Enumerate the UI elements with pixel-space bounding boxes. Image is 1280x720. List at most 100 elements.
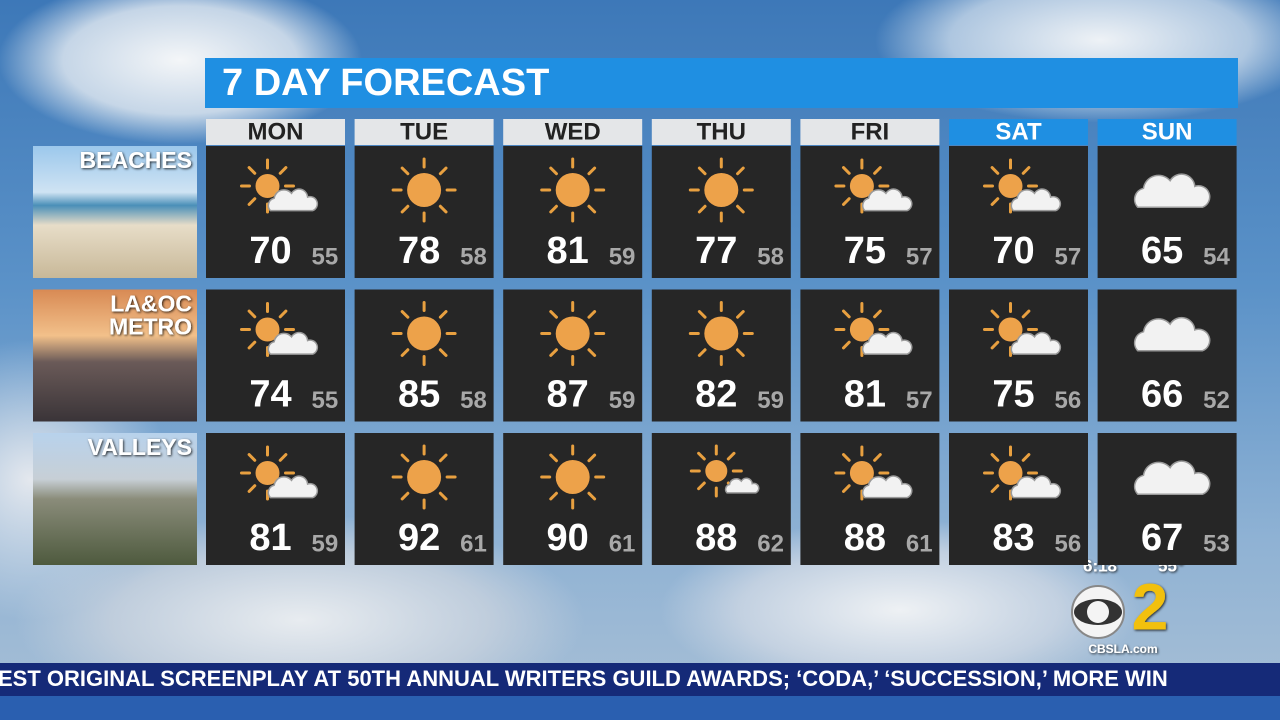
sun-ray: [697, 204, 707, 214]
weather-icon: [540, 444, 606, 510]
sun-ray: [400, 453, 410, 463]
high-temp: 77: [695, 230, 737, 272]
website: CBSLA.com: [1088, 642, 1157, 656]
cloud: [1010, 188, 1062, 212]
low-temp: 58: [460, 243, 487, 270]
cloud: [1133, 316, 1211, 352]
sun-ray: [438, 310, 448, 319]
sun-ray: [549, 491, 558, 501]
day-label: SAT: [995, 118, 1042, 145]
weather-icon: [983, 158, 1062, 214]
sun-ray: [842, 166, 851, 175]
ticker-base: [0, 696, 1280, 720]
low-temp: 57: [906, 387, 933, 414]
sun-ray: [247, 197, 257, 206]
high-temp: 90: [547, 517, 589, 559]
high-temp: 92: [398, 517, 440, 559]
sun-ray: [736, 310, 745, 319]
low-temp: 61: [906, 530, 933, 557]
region-label: BEACHES: [80, 147, 192, 173]
sun-ray: [697, 310, 707, 319]
region-photo: [33, 433, 197, 565]
high-temp: 74: [249, 374, 291, 416]
low-temp: 62: [757, 530, 784, 557]
weather-icon: [983, 445, 1062, 501]
high-temp: 65: [1141, 230, 1183, 272]
sun-ray: [278, 166, 288, 175]
weather-icon: [983, 302, 1062, 357]
sun-ray: [873, 309, 882, 319]
sun-ray: [842, 309, 851, 319]
sun-ray: [587, 348, 597, 357]
sun-disc: [255, 317, 280, 342]
day-label: THU: [697, 118, 746, 145]
day-label: MON: [248, 118, 304, 145]
region-label: VALLEYS: [88, 434, 192, 460]
sun-ray: [842, 453, 851, 462]
low-temp: 59: [609, 243, 636, 270]
weather-icon: [240, 158, 319, 214]
low-temp: 55: [312, 387, 339, 414]
cloud: [724, 477, 760, 494]
low-temp: 61: [460, 530, 487, 557]
sun-ray: [438, 166, 448, 176]
high-temp: 88: [844, 517, 886, 559]
weather-icon: [540, 301, 606, 366]
sun-ray: [1021, 309, 1031, 319]
sun-disc: [555, 173, 590, 207]
low-temp: 59: [312, 530, 339, 557]
station-logo: [1071, 585, 1125, 639]
sun-disc: [407, 316, 442, 351]
weather-icon: [688, 301, 754, 366]
day-header: [1097, 119, 1237, 145]
day-header: [800, 119, 940, 145]
weather-icon: [834, 158, 913, 214]
high-temp: 81: [844, 374, 886, 416]
sun-ray: [842, 484, 851, 493]
sun-disc: [407, 173, 442, 207]
sun-disc: [998, 461, 1023, 485]
cloud: [862, 331, 913, 355]
low-temp: 53: [1203, 530, 1230, 557]
forecast-cell: [800, 433, 940, 565]
sun-disc: [705, 460, 728, 482]
sun-ray: [549, 348, 558, 357]
region-label: LA&OC: [110, 291, 192, 317]
sun-disc: [998, 317, 1023, 342]
channel-number: 2: [1132, 569, 1169, 643]
sun-ray: [438, 491, 448, 501]
forecast-cell: [949, 146, 1088, 278]
sun-ray: [247, 309, 257, 319]
day-label: FRI: [851, 118, 890, 145]
cloud: [1133, 173, 1211, 209]
high-temp: 70: [992, 230, 1034, 272]
sun-ray: [400, 204, 410, 214]
weather-icon: [1133, 173, 1211, 209]
weather-icon: [391, 444, 457, 510]
day-header: [651, 119, 791, 145]
sun-disc: [849, 461, 874, 485]
weather-icon: [391, 301, 457, 366]
day-label: SUN: [1142, 118, 1193, 145]
forecast-cell: [651, 433, 791, 565]
sun-ray: [549, 310, 558, 319]
low-temp: 61: [609, 530, 636, 557]
sun-ray: [736, 204, 745, 214]
high-temp: 70: [249, 230, 291, 272]
sun-disc: [255, 461, 280, 485]
high-temp: 67: [1141, 517, 1183, 559]
weather-icon: [689, 444, 760, 498]
region-photo: [33, 289, 197, 422]
forecast-cell: [800, 289, 940, 422]
sun-ray: [549, 453, 558, 463]
sun-ray: [990, 166, 1000, 175]
sun-disc: [998, 174, 1023, 198]
day-header: [503, 119, 643, 145]
forecast-cell: [949, 289, 1088, 422]
high-temp: 75: [992, 374, 1034, 416]
forecast-cell: [949, 433, 1088, 565]
sun-ray: [278, 453, 288, 462]
title: 7 DAY FORECAST: [222, 62, 549, 104]
sun-ray: [990, 197, 1000, 206]
